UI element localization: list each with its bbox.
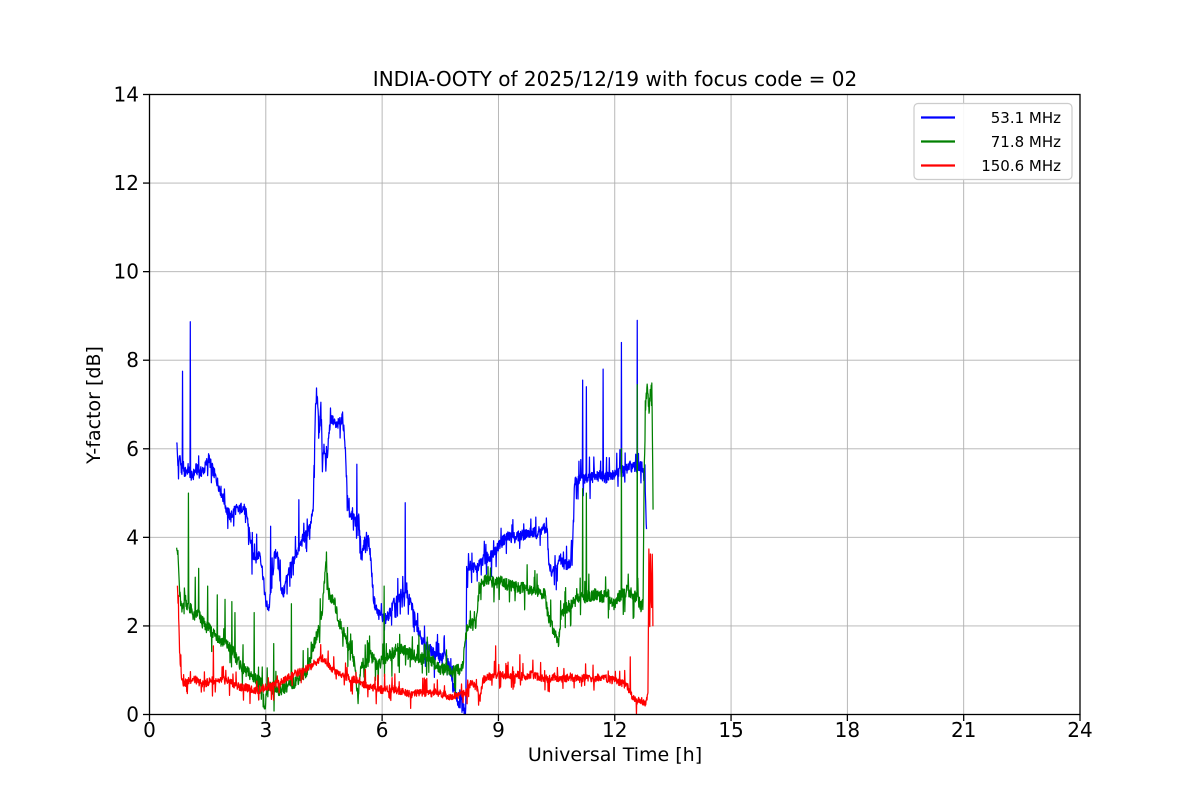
y-tick-label: 2	[126, 614, 139, 638]
x-tick-label: 6	[376, 718, 389, 742]
legend-box	[913, 102, 1073, 181]
series-line-71-8-mhz	[176, 382, 654, 712]
x-axis-label: Universal Time [h]	[528, 744, 702, 766]
series-lines	[176, 319, 654, 715]
series-line-53-1-mhz	[176, 319, 648, 715]
y-tick-label: 8	[126, 348, 139, 372]
legend-label-53-1-mhz: 53.1 MHz	[991, 109, 1061, 127]
tick-marks	[143, 93, 1081, 721]
x-tick-label: 0	[143, 718, 156, 742]
x-tick-label: 24	[1067, 718, 1092, 742]
y-tick-label: 14	[114, 83, 139, 107]
y-tick-label: 4	[126, 525, 139, 549]
chart-title: INDIA-OOTY of 2025/12/19 with focus code…	[373, 67, 857, 91]
x-tick-label: 3	[259, 718, 272, 742]
series-line-150-6-mhz	[176, 548, 654, 715]
x-tick-label: 21	[951, 718, 976, 742]
y-tick-label: 10	[114, 260, 139, 284]
legend: 53.1 MHz 71.8 MHz 150.6 MHz	[913, 102, 1073, 181]
x-tick-label: 15	[718, 718, 743, 742]
x-tick-label: 18	[835, 718, 860, 742]
legend-label-71-8-mhz: 71.8 MHz	[991, 133, 1061, 151]
x-tick-label: 12	[602, 718, 627, 742]
y-tick-label: 0	[126, 703, 139, 727]
y-tick-label: 6	[126, 437, 139, 461]
y-tick-label: 12	[114, 171, 139, 195]
x-tick-label: 9	[492, 718, 505, 742]
y-axis-label: Y-factor [dB]	[83, 346, 105, 465]
legend-label-150-6-mhz: 150.6 MHz	[981, 157, 1061, 175]
